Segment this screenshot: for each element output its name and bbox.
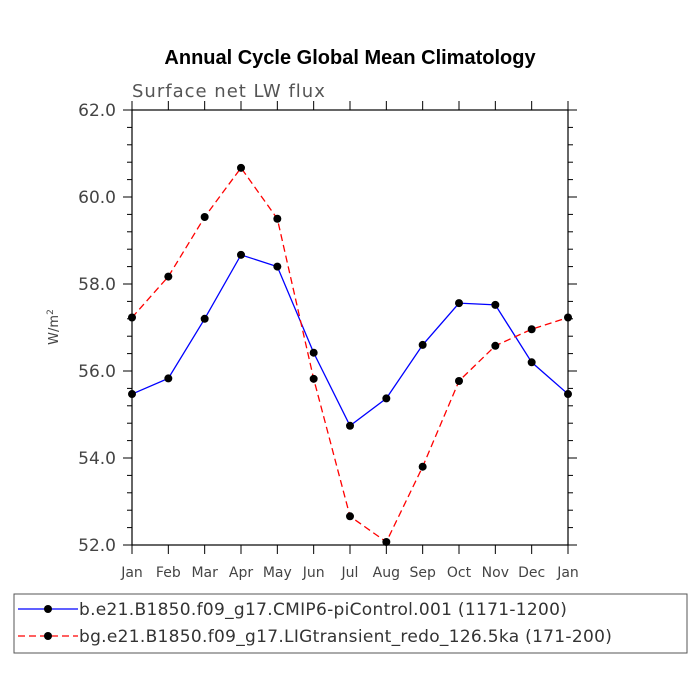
- y-tick-label: 54.0: [78, 449, 116, 469]
- legend-items: b.e21.B1850.f09_g17.CMIP6-piControl.001 …: [18, 600, 612, 647]
- y-tick-label: 60.0: [78, 188, 116, 208]
- data-point: [418, 340, 427, 349]
- data-point: [200, 314, 209, 323]
- data-point: [309, 374, 318, 383]
- y-tick-label: 58.0: [78, 275, 116, 295]
- data-point: [346, 512, 354, 521]
- legend-label: b.e21.B1850.f09_g17.CMIP6-piControl.001 …: [79, 600, 567, 620]
- y-axis: 52.0 54.0 56.0 58.0 60.0 62.0: [78, 101, 577, 556]
- series-1: [128, 250, 572, 430]
- legend-box: [13, 593, 688, 654]
- data-point: [164, 272, 173, 281]
- x-tick-label: Oct: [447, 565, 472, 581]
- x-tick-label: Jul: [341, 565, 359, 581]
- data-point: [273, 214, 282, 223]
- data-point: [455, 299, 463, 308]
- legend-item: bg.e21.B1850.f09_g17.LIGtransient_redo_1…: [18, 627, 612, 647]
- legend-swatch-marker: [44, 605, 52, 613]
- plot-border: [131, 109, 569, 546]
- data-point: [128, 390, 136, 399]
- legend-item: b.e21.B1850.f09_g17.CMIP6-piControl.001 …: [18, 600, 567, 620]
- legend: b.e21.B1850.f09_g17.CMIP6-piControl.001 …: [13, 593, 688, 654]
- data-point: [237, 163, 245, 172]
- y-tick-label: 52.0: [78, 536, 116, 556]
- data-point: [164, 374, 173, 383]
- x-tick-label: Feb: [156, 565, 181, 581]
- data-point: [491, 341, 500, 350]
- data-point: [273, 262, 282, 271]
- legend-label: bg.e21.B1850.f09_g17.LIGtransient_redo_1…: [79, 627, 612, 647]
- y-tick-label: 62.0: [78, 101, 116, 121]
- y-axis-label: W/m2: [46, 309, 62, 345]
- x-tick-label: Apr: [229, 565, 253, 581]
- x-tick-label: Nov: [482, 565, 509, 581]
- x-tick-label: Dec: [518, 565, 545, 581]
- x-axis: Jan Feb Mar Apr May Jun Jul Aug Sep Oct Nov Dec Jan: [120, 101, 579, 581]
- chart-subtitle: Surface net LW flux: [132, 81, 326, 102]
- series-layer: [128, 163, 572, 546]
- chart-title: Annual Cycle Global Mean Climatology: [164, 47, 536, 69]
- data-point: [455, 377, 463, 386]
- data-point: [309, 348, 318, 357]
- data-point: [382, 537, 391, 546]
- series-line: [131, 254, 569, 427]
- x-tick-label: Aug: [373, 565, 400, 581]
- legend-swatch-marker: [44, 632, 52, 640]
- plot-frame: [131, 109, 569, 546]
- series-line: [131, 166, 569, 543]
- data-point: [527, 358, 536, 367]
- y-tick-label: 56.0: [78, 362, 116, 382]
- data-point: [346, 421, 354, 430]
- x-tick-label: May: [263, 565, 292, 581]
- data-point: [491, 300, 500, 309]
- data-point: [418, 462, 427, 471]
- data-point: [382, 394, 391, 403]
- data-point: [200, 213, 209, 222]
- data-point: [527, 325, 536, 334]
- x-tick-label: Jan: [556, 565, 579, 581]
- x-tick-label: Sep: [409, 565, 436, 581]
- data-point: [564, 390, 572, 399]
- x-tick-label: Mar: [191, 565, 218, 581]
- x-tick-label: Jun: [302, 565, 325, 581]
- y-axis-label-unit: W/m: [47, 315, 62, 345]
- y-axis-label-exponent: 2: [46, 309, 56, 315]
- data-point: [237, 250, 245, 259]
- x-tick-label: Jan: [120, 565, 143, 581]
- series-2: [128, 163, 572, 546]
- data-point: [564, 313, 572, 322]
- data-point: [128, 313, 136, 322]
